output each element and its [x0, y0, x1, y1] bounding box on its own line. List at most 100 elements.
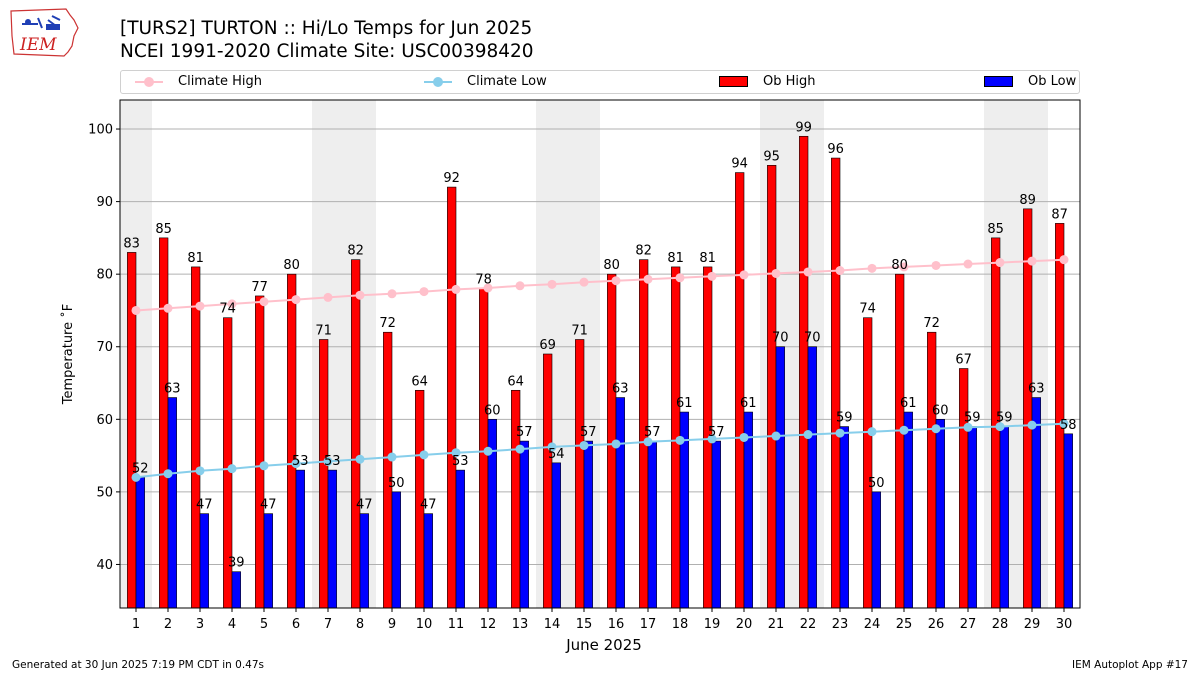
climate-high-point-19 — [707, 271, 717, 281]
climate-low-point-7 — [323, 456, 333, 466]
ob-low-label-10: 47 — [420, 498, 437, 513]
ob-low-label-18: 61 — [676, 396, 693, 411]
climate-high-point-17 — [643, 274, 653, 284]
ob-high-label-16: 80 — [603, 258, 620, 273]
ob-high-label-22: 99 — [795, 120, 812, 135]
climate-low-point-28 — [995, 422, 1005, 432]
climate-low-point-26 — [931, 424, 941, 434]
ob-low-bar-7 — [327, 469, 337, 609]
climate-low-point-14 — [547, 442, 557, 452]
title-line-2: NCEI 1991-2020 Climate Site: USC00398420 — [120, 41, 534, 62]
ob-high-label-18: 81 — [667, 251, 684, 266]
climate-low-point-9 — [387, 452, 397, 462]
x-tick-label-3: 3 — [196, 617, 204, 632]
climate-low-point-10 — [419, 450, 429, 460]
climate-low-point-5 — [259, 461, 269, 471]
y-tick-label-80: 80 — [96, 268, 113, 283]
ob-low-label-5: 47 — [260, 498, 277, 513]
legend-swatch-ob-low — [984, 76, 1013, 87]
ob-low-label-6: 53 — [292, 454, 309, 469]
climate-high-point-24 — [867, 263, 877, 273]
climate-low-point-27 — [963, 422, 973, 432]
climate-high-point-22 — [803, 267, 813, 277]
ob-high-label-14: 69 — [539, 338, 556, 353]
x-tick-label-6: 6 — [292, 617, 300, 632]
climate-high-point-6 — [291, 295, 301, 305]
plot-frame — [119, 99, 1081, 609]
x-tick-label-24: 24 — [864, 617, 881, 632]
x-tick-label-22: 22 — [800, 617, 817, 632]
x-tick-label-12: 12 — [480, 617, 497, 632]
ob-high-bar-30 — [1055, 223, 1065, 609]
x-tick-label-20: 20 — [736, 617, 753, 632]
x-tick-label-29: 29 — [1024, 617, 1041, 632]
ob-high-label-7: 71 — [315, 323, 332, 338]
x-tick-label-25: 25 — [896, 617, 913, 632]
ob-high-bar-8 — [351, 259, 361, 609]
x-tick-label-18: 18 — [672, 617, 689, 632]
climate-high-line — [135, 258, 1065, 312]
legend-item-climate-low: Climate Low — [424, 74, 547, 89]
climate-high-point-20 — [739, 270, 749, 280]
ob-high-label-30: 87 — [1051, 207, 1068, 222]
ob-low-label-2: 63 — [164, 382, 181, 397]
ob-high-bar-21 — [767, 165, 777, 609]
climate-high-point-30 — [1059, 255, 1069, 265]
ob-low-bar-27 — [967, 426, 977, 609]
climate-low-point-15 — [579, 440, 589, 450]
x-tick-label-5: 5 — [260, 617, 268, 632]
legend-label-ob-high: Ob High — [763, 74, 816, 89]
x-tick-label-17: 17 — [640, 617, 657, 632]
ob-high-label-1: 83 — [123, 236, 140, 251]
x-tick-label-27: 27 — [960, 617, 977, 632]
climate-low-point-11 — [451, 448, 461, 458]
ob-low-label-29: 63 — [1028, 382, 1045, 397]
ob-low-label-4: 39 — [228, 556, 245, 571]
x-tick-label-15: 15 — [576, 617, 593, 632]
ob-high-bar-13 — [511, 389, 521, 609]
ob-low-bar-13 — [519, 440, 529, 609]
climate-low-point-2 — [163, 469, 173, 479]
climate-high-point-25 — [899, 262, 909, 272]
ob-high-label-5: 77 — [251, 280, 268, 295]
ob-low-bar-26 — [935, 419, 945, 609]
climate-low-point-30 — [1059, 419, 1069, 429]
ob-high-bar-29 — [1023, 208, 1033, 609]
x-tick-label-4: 4 — [228, 617, 236, 632]
ob-low-label-13: 57 — [516, 425, 533, 440]
climate-high-point-9 — [387, 289, 397, 299]
ob-low-label-28: 59 — [996, 411, 1013, 426]
ob-low-label-16: 63 — [612, 382, 629, 397]
climate-high-point-27 — [963, 259, 973, 269]
ob-low-label-30: 58 — [1060, 418, 1077, 433]
climate-low-point-16 — [611, 439, 621, 449]
ob-high-bar-3 — [191, 266, 201, 609]
climate-low-point-4 — [227, 464, 237, 474]
ob-high-bar-2 — [159, 237, 169, 609]
climate-high-point-26 — [931, 260, 941, 270]
legend-item-ob-high: Ob High — [719, 74, 816, 89]
ob-low-bar-14 — [551, 462, 561, 609]
ob-low-bar-19 — [711, 440, 721, 609]
ob-high-label-24: 74 — [859, 302, 876, 317]
x-tick-label-23: 23 — [832, 617, 849, 632]
ob-low-bar-24 — [871, 491, 881, 609]
ob-low-bar-5 — [263, 513, 273, 609]
ob-low-bar-16 — [615, 397, 625, 609]
x-tick-label-10: 10 — [416, 617, 433, 632]
legend-swatch-ob-high — [719, 76, 748, 87]
climate-low-point-21 — [771, 431, 781, 441]
ob-low-bar-17 — [647, 440, 657, 609]
ob-low-label-17: 57 — [644, 425, 661, 440]
ob-low-bar-1 — [135, 477, 145, 609]
x-tick-label-8: 8 — [356, 617, 364, 632]
ob-low-label-21: 70 — [772, 331, 789, 346]
weekend-shading — [120, 100, 1048, 608]
ob-low-bar-8 — [359, 513, 369, 609]
climate-low-point-3 — [195, 466, 205, 476]
legend-swatch-climate-high — [135, 75, 163, 89]
climate-high-point-1 — [131, 305, 141, 315]
ob-low-label-26: 60 — [932, 403, 949, 418]
climate-high-point-7 — [323, 292, 333, 302]
